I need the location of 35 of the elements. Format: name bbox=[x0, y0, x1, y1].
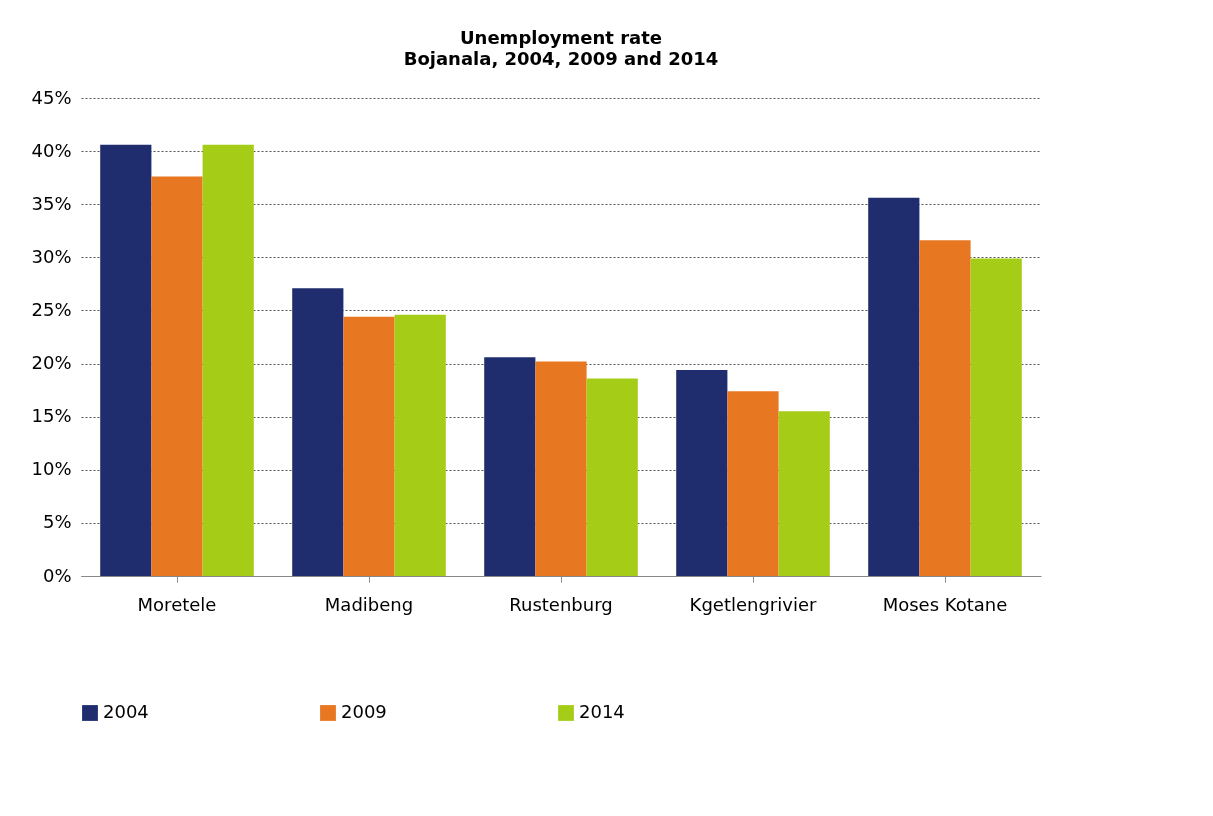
y-tick-label: 5% bbox=[42, 511, 72, 533]
x-tick-label: Rustenburg bbox=[509, 593, 613, 615]
x-tick-label: Kgetlengrivier bbox=[689, 593, 817, 615]
y-tick-label: 20% bbox=[31, 352, 72, 374]
bar bbox=[868, 197, 920, 576]
bar bbox=[970, 258, 1022, 576]
bar bbox=[484, 357, 536, 576]
x-tick-label: Madibeng bbox=[324, 593, 414, 615]
y-tick-label: 25% bbox=[31, 298, 72, 320]
x-tick-label: Moretele bbox=[137, 593, 217, 615]
chart-subtitle: Bojanala, 2004, 2009 and 2014 bbox=[403, 48, 719, 69]
bar bbox=[394, 314, 446, 576]
chart-title: Unemployment rate bbox=[459, 27, 663, 48]
legend-label: 2014 bbox=[579, 701, 625, 722]
bar bbox=[202, 144, 254, 576]
bar bbox=[535, 361, 587, 576]
bar bbox=[586, 378, 638, 576]
legend-label: 2009 bbox=[341, 701, 387, 722]
y-tick-label: 45% bbox=[31, 86, 72, 108]
bar bbox=[727, 391, 779, 576]
bar bbox=[676, 369, 728, 576]
y-tick-label: 30% bbox=[31, 245, 72, 267]
y-tick-label: 15% bbox=[31, 405, 72, 427]
bar bbox=[778, 411, 830, 576]
y-tick-label: 40% bbox=[31, 139, 72, 161]
legend-label: 2004 bbox=[103, 701, 149, 722]
bar bbox=[919, 240, 971, 576]
bar bbox=[343, 316, 395, 576]
y-tick-label: 0% bbox=[42, 564, 72, 586]
bar bbox=[292, 288, 344, 576]
y-tick-label: 10% bbox=[31, 458, 72, 480]
bar bbox=[151, 176, 203, 576]
y-tick-label: 35% bbox=[31, 192, 72, 214]
bar bbox=[100, 144, 152, 576]
x-tick-label: Moses Kotane bbox=[882, 593, 1008, 615]
